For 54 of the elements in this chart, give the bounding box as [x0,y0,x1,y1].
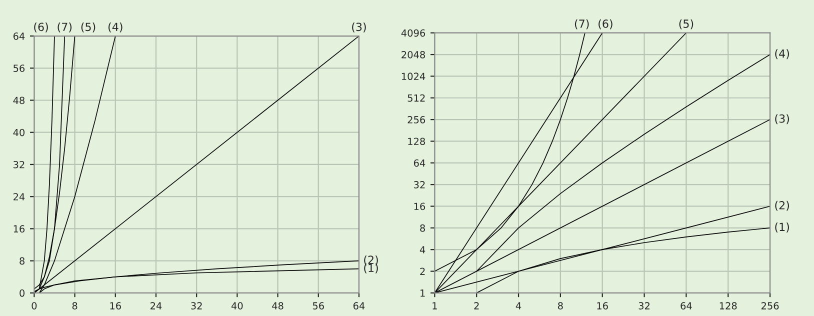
series-label: (6) [34,22,48,32]
series-label: (5) [679,19,694,30]
y-tick-label: 8 [20,257,24,265]
x-tick-label: 64 [353,302,365,310]
x-tick-label: 128 [720,302,737,310]
x-tick-label: 2 [474,302,479,310]
y-tick-label: 4096 [401,29,426,37]
y-tick-label: 2 [420,268,425,275]
series-label: (7) [58,22,72,32]
y-tick-label: 32 [14,160,24,168]
x-tick-label: 64 [680,302,692,310]
series-label: (2) [364,255,378,266]
x-tick-label: 16 [110,302,121,310]
y-tick-label: 256 [408,116,426,124]
series-label: (3) [775,114,789,124]
x-tick-label: 256 [761,302,779,310]
y-tick-label: 24 [14,193,25,200]
x-tick-label: 32 [638,302,650,310]
x-tick-label: 8 [558,302,563,310]
x-tick-label: 8 [72,302,78,310]
x-tick-label: 32 [191,302,202,310]
y-tick-label: 40 [13,128,25,136]
y-tick-label: 512 [408,94,425,102]
y-tick-label: 0 [20,289,25,297]
x-tick-label: 48 [272,302,284,310]
y-tick-label: 56 [14,64,25,72]
y-tick-label: 32 [414,181,425,188]
y-tick-label: 16 [14,225,25,233]
series-label: (4) [108,22,122,32]
y-tick-label: 2048 [402,51,425,58]
x-tick-label: 56 [312,302,324,310]
x-tick-label: 0 [32,302,37,310]
x-tick-label: 24 [150,302,162,310]
y-tick-label: 1 [420,290,425,297]
y-tick-label: 128 [408,138,425,146]
series-label: (2) [775,200,789,211]
y-tick-label: 8 [420,224,425,232]
y-tick-label: 16 [414,202,426,210]
y-tick-label: 64 [13,32,25,40]
series-label: (1) [364,263,378,274]
x-tick-label: 40 [231,302,243,310]
series-label: (6) [598,19,612,30]
y-tick-label: 48 [13,96,24,104]
series-label: (5) [81,22,96,32]
series-label: (1) [775,222,789,232]
x-tick-label: 1 [432,302,437,310]
series-label: (3) [352,22,366,32]
series-label: (7) [574,19,589,30]
x-tick-label: 16 [597,302,608,310]
series-label: (4) [775,49,789,60]
y-tick-label: 1024 [402,72,426,80]
y-tick-label: 64 [414,159,426,167]
x-tick-label: 4 [516,302,522,310]
y-tick-label: 4 [420,246,426,254]
